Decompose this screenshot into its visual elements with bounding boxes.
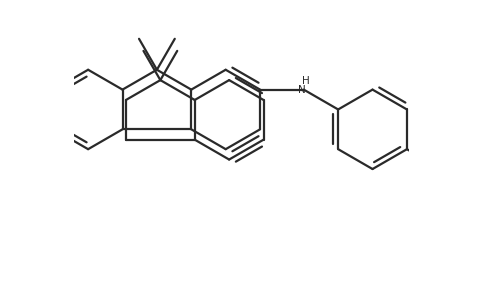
Text: H: H <box>301 76 309 86</box>
Text: N: N <box>298 85 306 95</box>
